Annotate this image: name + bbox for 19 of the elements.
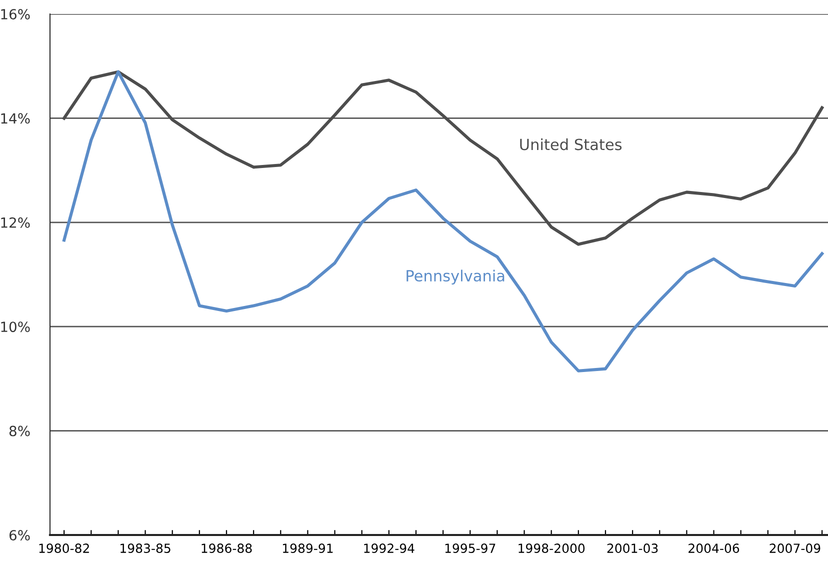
x-tick-label: 2004-06 bbox=[688, 544, 740, 554]
x-tick-label: 1989-91 bbox=[282, 544, 333, 554]
y-tick-label: 10% bbox=[1, 322, 30, 332]
x-tick-label: 1995-97 bbox=[445, 544, 496, 554]
y-tick-label: 8% bbox=[9, 426, 30, 436]
series-label: Pennsylvania bbox=[406, 270, 504, 284]
x-tick-label: 1986-88 bbox=[202, 544, 252, 554]
x-tick-label: 1983-85 bbox=[120, 544, 170, 554]
x-tick-label: 2001-03 bbox=[607, 544, 658, 554]
y-tick-label: 14% bbox=[1, 113, 30, 124]
y-tick-label: 16% bbox=[1, 8, 30, 20]
x-tick-label: 1992-94 bbox=[364, 544, 414, 554]
line-series bbox=[62, 70, 824, 372]
x-tick-label: 1998-2000 bbox=[518, 544, 585, 554]
x-tick-label: 1980-82 bbox=[39, 544, 89, 554]
y-tick-label: 12% bbox=[1, 217, 30, 228]
y-tick-label: 6% bbox=[9, 530, 30, 540]
x-tick-label: 2007-09 bbox=[770, 544, 820, 554]
series-label: United States bbox=[520, 138, 622, 150]
